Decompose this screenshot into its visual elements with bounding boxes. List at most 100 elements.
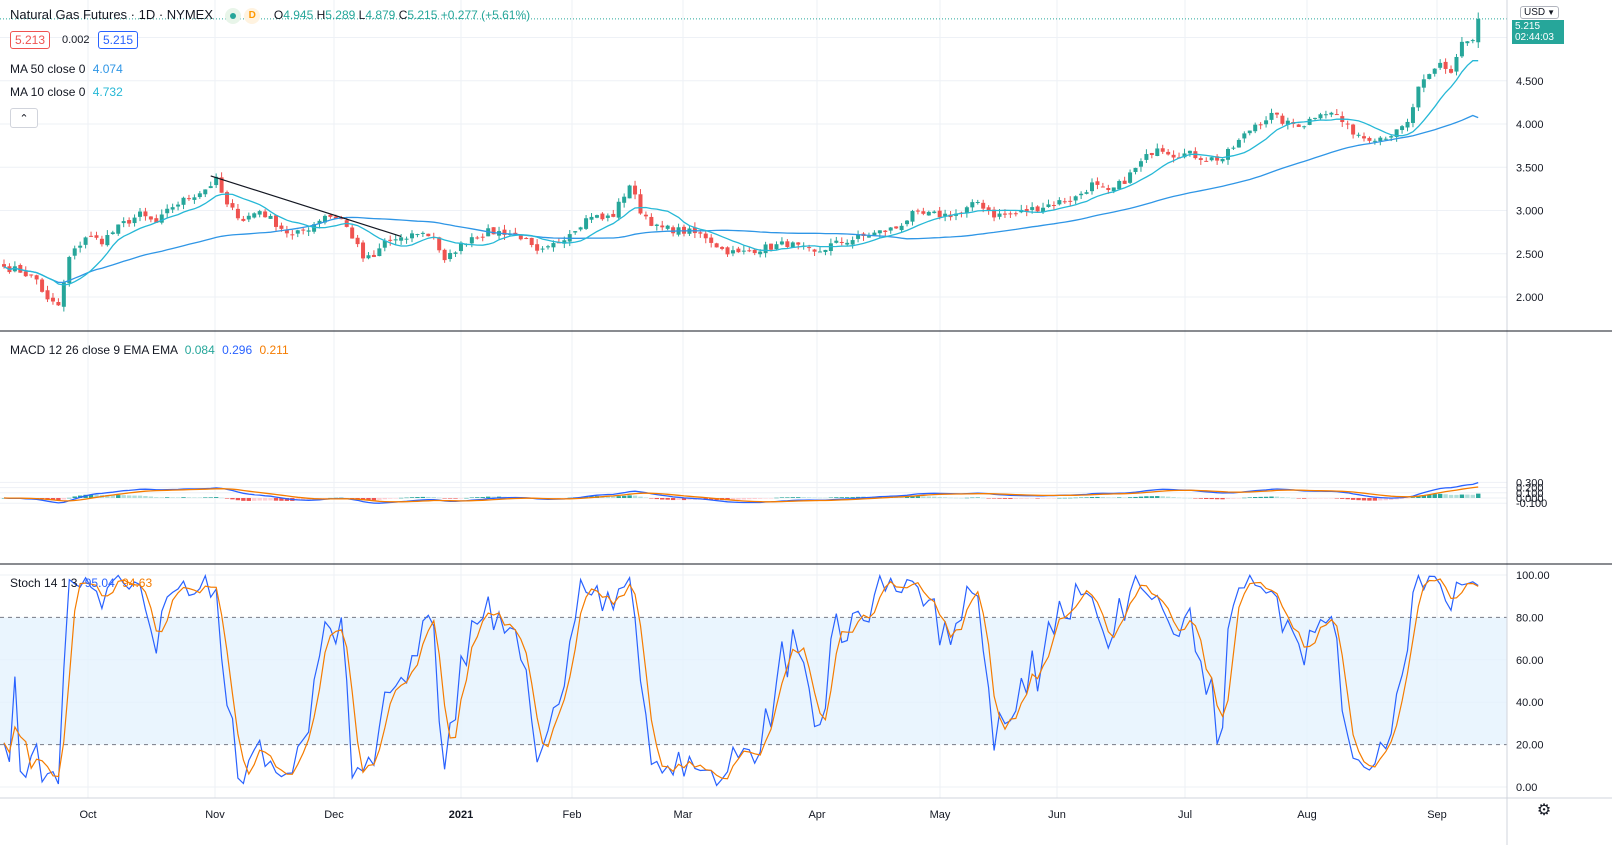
currency-selector[interactable]: USD ▼ xyxy=(1520,6,1560,19)
candle-body xyxy=(1068,200,1073,202)
axis-tick-label: 0.200 xyxy=(1516,483,1544,495)
candle-body xyxy=(203,189,208,195)
candle-body xyxy=(29,274,34,276)
candle-body xyxy=(600,213,605,220)
macd-hist-bar xyxy=(464,497,469,499)
candle-body xyxy=(1313,117,1318,119)
delayed-data-badge[interactable]: D xyxy=(244,7,261,24)
candle-body xyxy=(818,251,822,253)
candle-body xyxy=(268,215,273,219)
candle-body xyxy=(333,216,338,220)
candle-body xyxy=(2,264,6,267)
ma50-legend[interactable]: MA 50 close 0 4.074 xyxy=(10,62,123,76)
macd-hist-bar xyxy=(1062,497,1067,499)
candle-body xyxy=(116,224,121,234)
macd-hist-bar xyxy=(181,497,186,498)
candle-body xyxy=(40,279,45,292)
macd-hist-bar xyxy=(458,498,464,499)
macd-hist-bar xyxy=(649,498,654,499)
macd-hist-bar xyxy=(154,497,159,498)
candle-body xyxy=(94,235,99,238)
candle-body xyxy=(1204,160,1209,162)
macd-hist-bar xyxy=(730,498,736,500)
buy-price-button[interactable]: 5.215 xyxy=(98,31,139,49)
candle-body xyxy=(1459,41,1464,57)
macd-hist-bar xyxy=(273,498,279,501)
macd-legend[interactable]: MACD 12 26 close 9 EMA EMA 0.084 0.296 0… xyxy=(10,343,289,357)
macd-hist-bar xyxy=(670,498,676,501)
candle-body xyxy=(355,237,360,245)
macd-hist-bar xyxy=(1100,497,1106,498)
ma10-line xyxy=(3,60,1479,286)
axis-tick-label: 3.000 xyxy=(1516,206,1544,218)
candle-body xyxy=(186,198,191,200)
signal-line xyxy=(3,486,1479,503)
candle-body xyxy=(660,225,665,228)
candle-body xyxy=(926,211,931,216)
macd-hist-bar xyxy=(241,498,246,501)
macd-hist-bar xyxy=(1437,493,1443,498)
candle-body xyxy=(388,239,393,241)
macd-hist-bar xyxy=(1421,495,1427,498)
macd-hist-bar xyxy=(665,498,670,500)
candle-body xyxy=(1400,126,1405,131)
candle-body xyxy=(741,250,746,252)
candle-body xyxy=(573,231,578,233)
candle-body xyxy=(453,252,458,254)
stoch-guide-lines xyxy=(0,616,1507,746)
candle-body xyxy=(458,242,463,252)
symbol-title-row: Natural Gas Futures · 1D · NYMEX D O4.94… xyxy=(10,7,530,24)
macd-hist-bar xyxy=(420,496,426,498)
collapse-legend-button[interactable]: ⌃ xyxy=(10,108,38,128)
macd-hist-bar xyxy=(186,497,192,498)
candle-body xyxy=(1280,115,1285,124)
candle-body xyxy=(720,246,725,249)
candle-body xyxy=(1138,161,1143,167)
macd-hist-bar xyxy=(235,498,241,501)
symbol-title[interactable]: Natural Gas Futures · 1D · NYMEX xyxy=(10,7,213,22)
macd-hist-bar xyxy=(110,495,115,498)
candle-body xyxy=(45,290,50,300)
macd-hist-bar xyxy=(1285,497,1291,498)
candle-body xyxy=(758,251,763,255)
last-price-label: 5.215 02:44:03 xyxy=(1512,20,1564,44)
candle-body xyxy=(932,211,937,214)
macd-hist-bar xyxy=(148,496,154,498)
candle-body xyxy=(295,230,300,234)
gear-icon[interactable]: ⚙ xyxy=(1536,802,1552,819)
candle-body xyxy=(551,243,556,248)
macd-hist-bar xyxy=(208,497,213,498)
stoch-legend[interactable]: Stoch 14 1 3 95.04 94.63 xyxy=(10,576,153,590)
candle-body xyxy=(197,193,202,198)
spread-value: 0.002 xyxy=(62,34,90,46)
market-status-icon[interactable] xyxy=(224,7,241,24)
candle-body xyxy=(910,211,915,222)
candle-body xyxy=(312,224,317,232)
macd-hist-bar xyxy=(964,497,970,499)
macd-hist-bar xyxy=(1029,498,1035,499)
candle-body xyxy=(1030,207,1035,210)
macd-hist-bar xyxy=(1198,498,1203,499)
candle-body xyxy=(578,227,583,230)
macd-hist-bar xyxy=(1008,498,1013,499)
candle-body xyxy=(866,236,871,238)
ma10-legend[interactable]: MA 10 close 0 4.732 xyxy=(10,85,123,99)
candle-body xyxy=(905,220,910,225)
stoch-k-line xyxy=(3,573,1479,787)
macd-hist-bar xyxy=(116,495,121,498)
macd-hist-bar xyxy=(1399,498,1405,499)
sell-price-button[interactable]: 5.213 xyxy=(10,31,51,49)
candle-body xyxy=(1144,154,1149,160)
macd-hist-bar xyxy=(426,496,431,498)
candle-body xyxy=(1226,148,1230,160)
candle-body xyxy=(1160,148,1165,152)
candle-body xyxy=(263,211,268,218)
candle-body xyxy=(279,225,284,229)
macd-hist-bar xyxy=(959,497,964,499)
trend-line[interactable] xyxy=(210,175,402,238)
macd-hist-bar xyxy=(1378,498,1383,501)
macd-hist-bar xyxy=(910,496,915,498)
candle-body xyxy=(1356,134,1361,136)
